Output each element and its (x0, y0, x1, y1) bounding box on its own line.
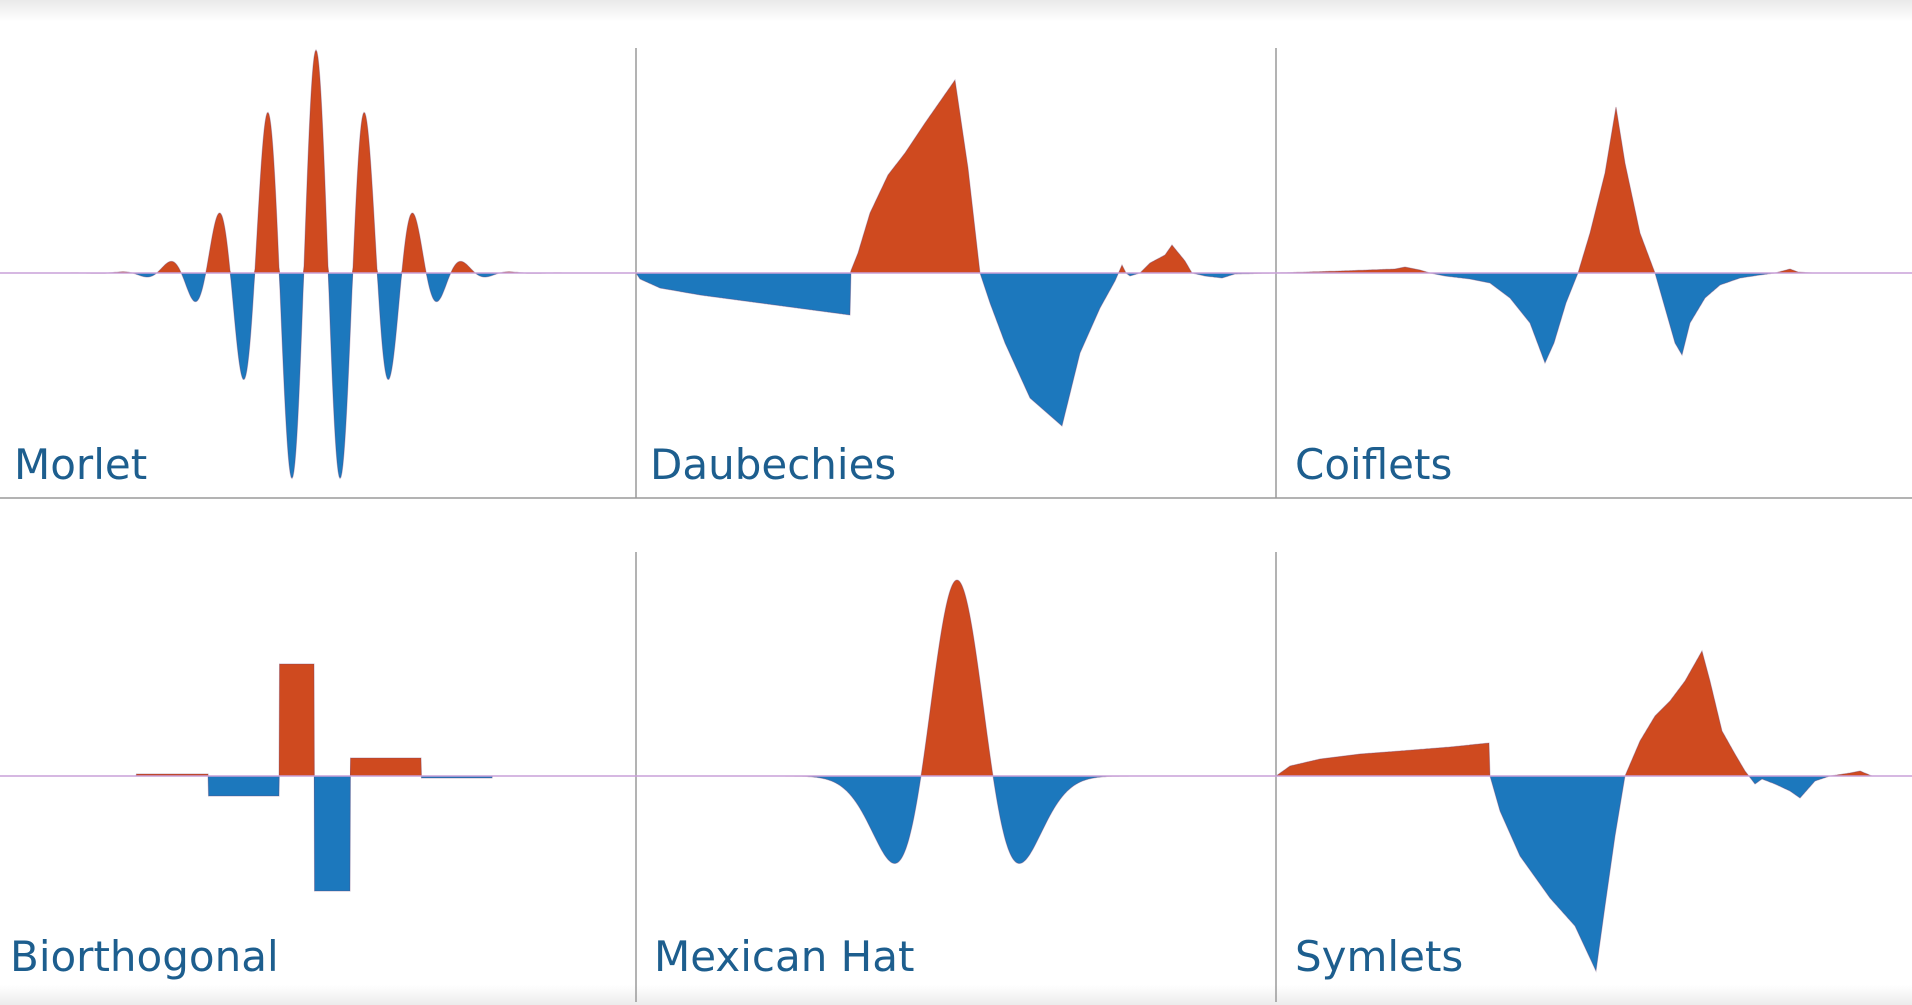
coiflets-label: Coiflets (1295, 440, 1453, 489)
daubechies-outline (635, 78, 1276, 427)
daubechies-wavelet (635, 78, 1276, 427)
biorthogonal-positive-lobes (0, 664, 636, 776)
daubechies-label: Daubechies (650, 440, 897, 489)
top-shadow-band (0, 0, 1912, 22)
morlet-label: Morlet (14, 440, 148, 489)
biorthogonal-negative-lobes (0, 776, 636, 891)
coiflets-negative-lobes (1276, 273, 1912, 363)
symlets-positive-lobes (1276, 651, 1912, 776)
biorthogonal-label: Biorthogonal (10, 932, 279, 981)
daubechies-positive-lobes (636, 80, 1276, 273)
mexican-hat-positive-lobes (636, 580, 1276, 776)
mexican-hat-wavelet (636, 579, 1276, 865)
symlets-wavelet (1275, 649, 1912, 973)
coiflets-positive-lobes (1276, 107, 1912, 273)
morlet-wavelet (0, 48, 636, 480)
mexican-hat-label: Mexican Hat (654, 932, 915, 981)
biorthogonal-wavelet (0, 663, 636, 892)
daubechies-negative-lobes (636, 273, 1276, 426)
symlets-label: Symlets (1295, 932, 1464, 981)
bottom-shadow-band (0, 985, 1912, 1005)
symlets-negative-lobes (1276, 776, 1912, 971)
mexican-hat-negative-lobes (636, 776, 1276, 864)
morlet-positive-lobes (0, 50, 636, 273)
symlets-outline (1275, 649, 1912, 973)
coiflets-wavelet (1276, 106, 1912, 365)
